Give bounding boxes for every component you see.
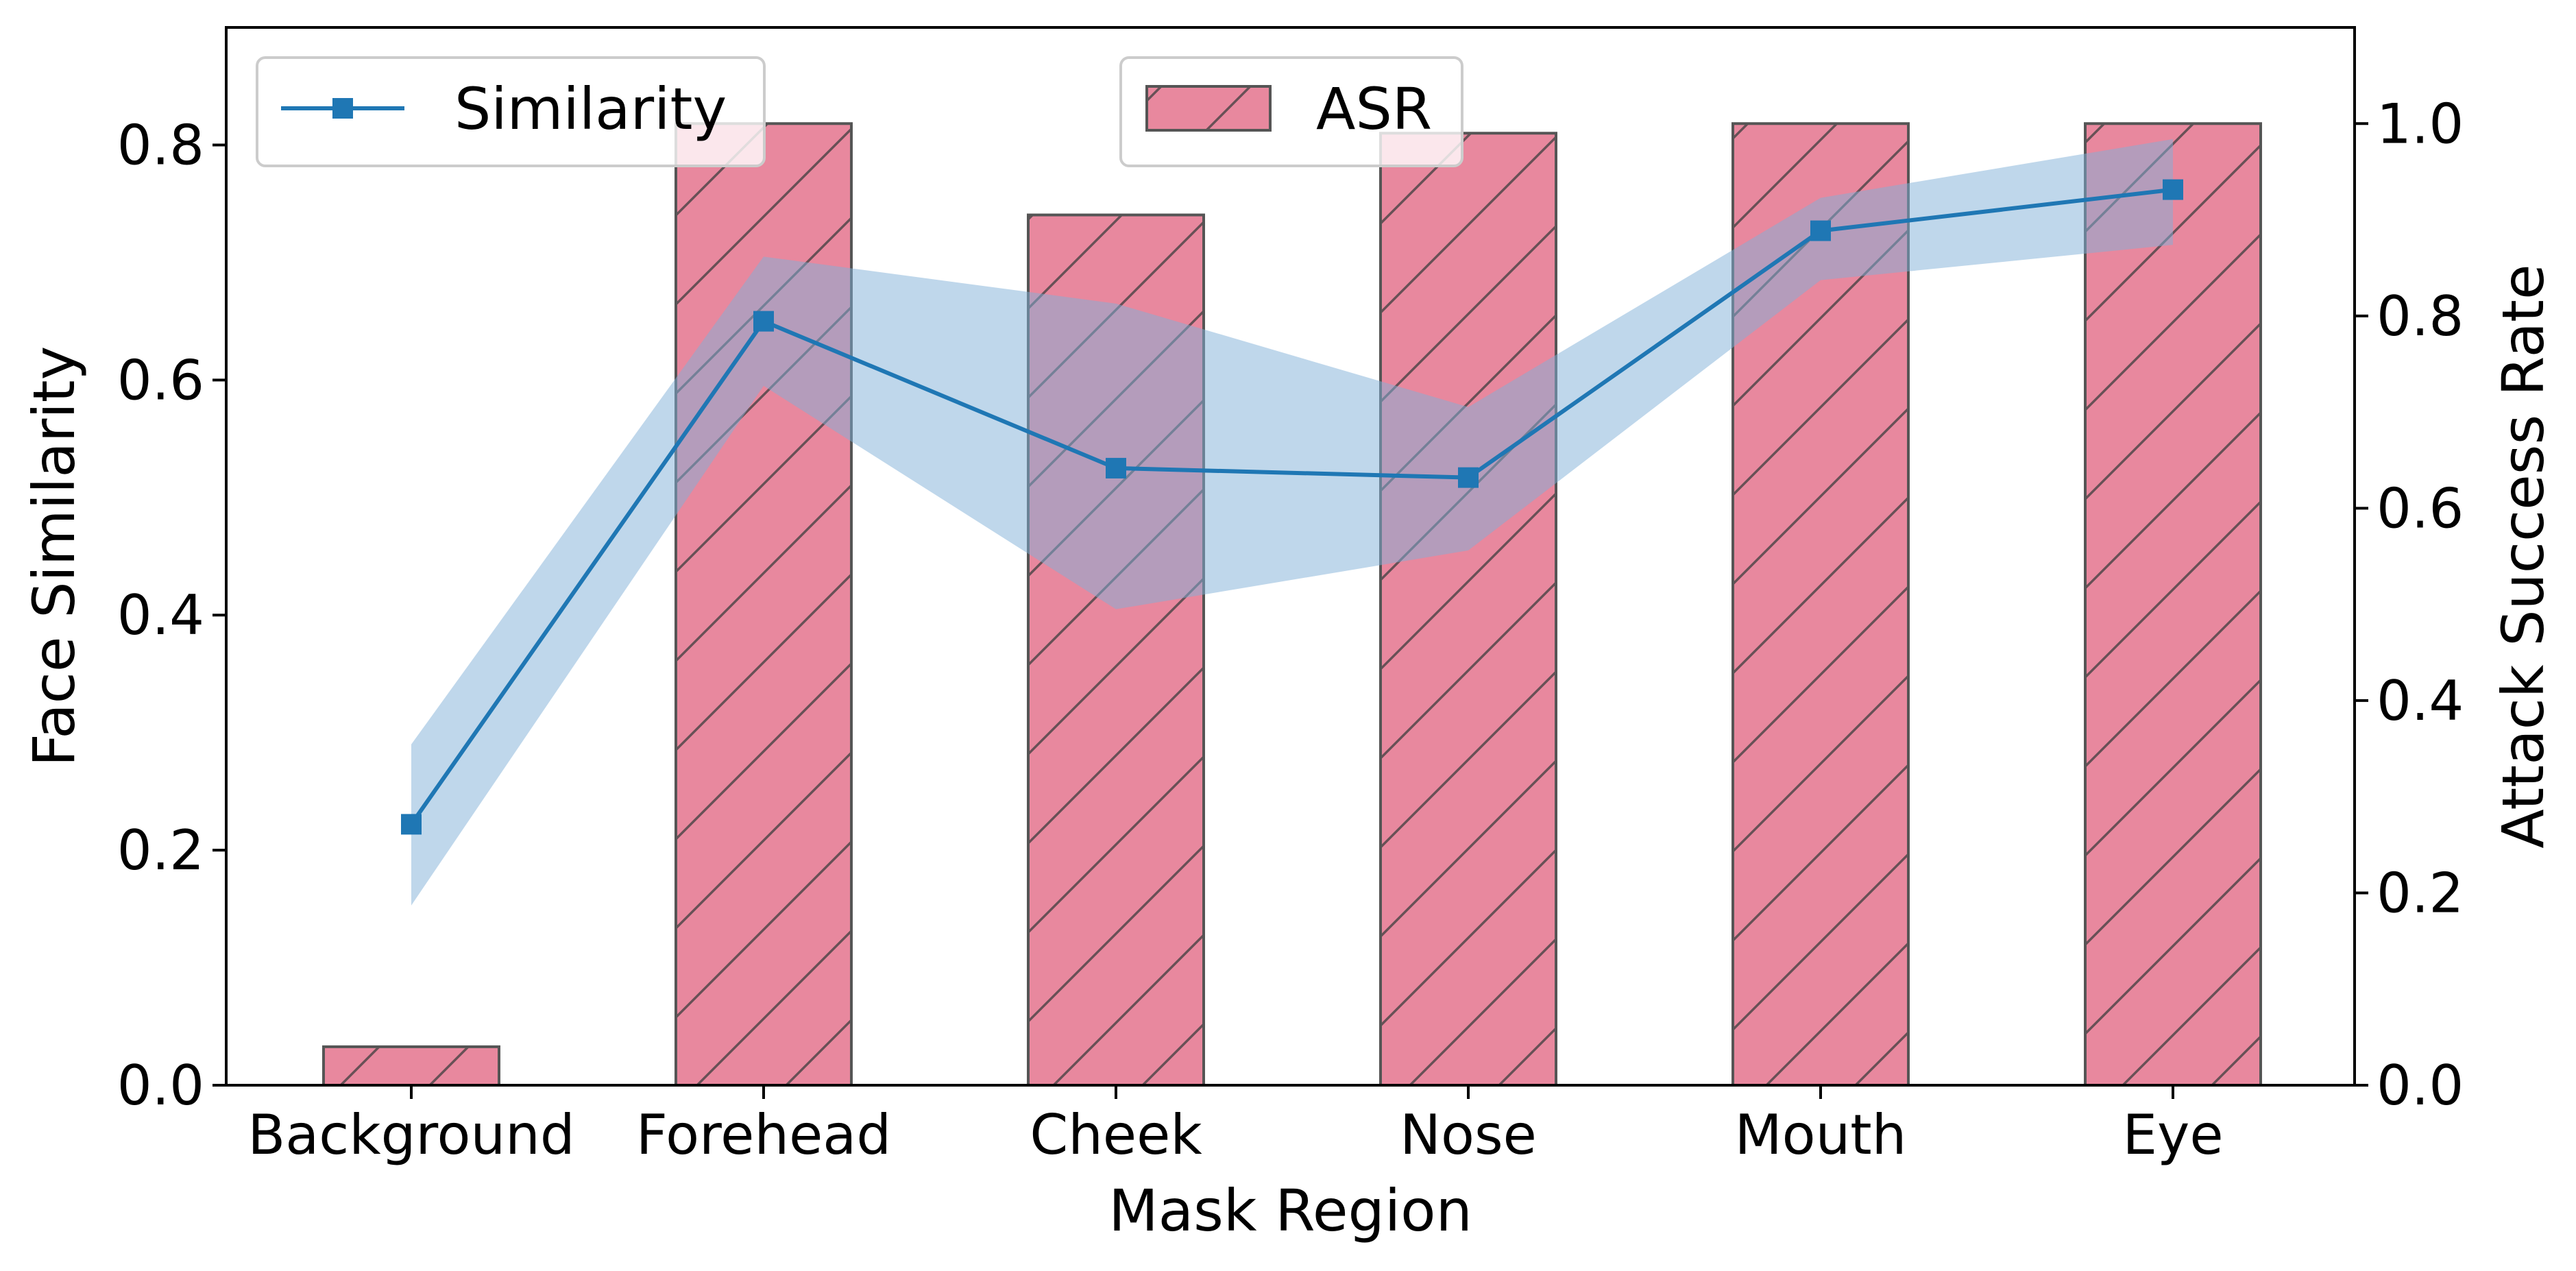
right-tick-label: 0.4 [2377, 669, 2464, 733]
right-tick-label: 1.0 [2377, 92, 2464, 156]
legend-asr-swatch-hatch [1145, 85, 1272, 132]
x-tick-label-cheek: Cheek [1030, 1103, 1202, 1167]
right-axis-title: Attack Success Rate [2490, 264, 2557, 848]
similarity-point-nose [1458, 467, 1479, 488]
similarity-point-background [401, 814, 422, 835]
left-tick-label: 0.4 [117, 583, 204, 647]
asr-bar-hatch-eye [2084, 122, 2262, 1087]
left-tick-label: 0.2 [117, 819, 204, 882]
right-tick-label: 0.8 [2377, 285, 2464, 348]
left-tick-label: 0.6 [117, 348, 204, 412]
legends: Similarity ASR [256, 56, 1463, 167]
x-tick-label-nose: Nose [1400, 1103, 1537, 1167]
legend-similarity-box [256, 56, 766, 167]
x-axis-title: Mask Region [1108, 1177, 1472, 1244]
legend-similarity-marker [332, 98, 353, 119]
similarity-band [411, 138, 2173, 906]
plot-frame [225, 26, 2356, 1087]
similarity-line [401, 179, 2183, 835]
right-tick-label: 0.2 [2377, 861, 2464, 925]
legend-asr-label: ASR [1316, 75, 1432, 143]
right-tick-label: 0.0 [2377, 1054, 2464, 1117]
asr-bar-hatch-background [322, 1045, 500, 1087]
similarity-point-eye [2163, 179, 2183, 200]
left-tick-label: 0.0 [117, 1054, 204, 1117]
similarity-point-forehead [753, 311, 774, 332]
right-tick-label: 0.6 [2377, 476, 2464, 540]
similarity-std-band [411, 138, 2173, 906]
legend-asr-box [1119, 56, 1463, 167]
left-axis-title: Face Similarity [21, 346, 88, 767]
asr-bar-hatch-nose [1379, 132, 1557, 1087]
x-tick-label-mouth: Mouth [1735, 1103, 1907, 1167]
left-tick-label: 0.8 [117, 113, 204, 177]
x-tick-label-eye: Eye [2122, 1103, 2223, 1167]
axes: 0.0 0.2 0.4 0.6 0.8 0.0 0.2 0.4 0.6 0.8 1.0 Backgro… [21, 26, 2557, 1244]
x-tick-label-forehead: Forehead [636, 1103, 891, 1167]
legend-similarity-label: Similarity [454, 75, 727, 143]
x-tick-label-background: Background [247, 1103, 574, 1167]
similarity-point-mouth [1810, 220, 1831, 241]
similarity-point-cheek [1106, 457, 1126, 479]
similarity-line-path [409, 187, 2174, 826]
